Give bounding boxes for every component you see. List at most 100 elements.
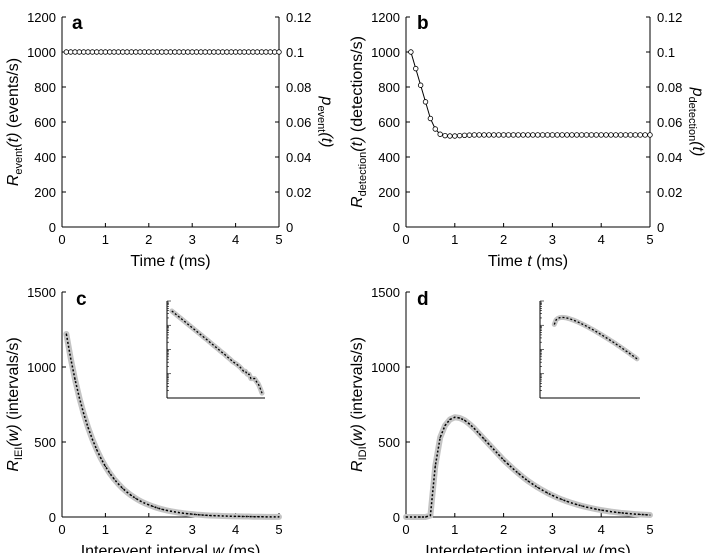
y-axis-label-subscript: event xyxy=(13,148,25,175)
y-tick-label: 600 xyxy=(378,115,400,130)
data-point xyxy=(551,494,554,496)
y-axis-label-unit: (intervals/s) xyxy=(5,337,22,424)
data-point xyxy=(267,49,274,55)
data-point xyxy=(219,49,226,55)
data-point xyxy=(146,49,152,55)
y-tick-label: 200 xyxy=(378,185,400,200)
data-point xyxy=(434,465,436,467)
y-axis-label-subscript: IDI xyxy=(357,446,369,460)
series-line xyxy=(406,416,651,518)
data-point xyxy=(193,49,200,55)
data-point xyxy=(422,99,429,105)
y-tick-label: 600 xyxy=(34,115,56,130)
data-point xyxy=(163,49,169,55)
y-tick-label: 1200 xyxy=(371,10,400,25)
data-point xyxy=(208,514,211,517)
data-point xyxy=(204,514,206,516)
y-axis-label-arg: (w) xyxy=(5,424,22,446)
x-tick-label: 0 xyxy=(402,232,409,247)
y2-axis-label: pevent(t) xyxy=(315,96,335,148)
data-point xyxy=(590,507,593,509)
y2-tick-label: 0.04 xyxy=(657,150,682,165)
x-tick-label: 3 xyxy=(189,522,196,537)
y-tick-label: 1000 xyxy=(371,45,400,60)
data-point xyxy=(417,82,424,88)
data-point xyxy=(615,511,617,513)
x-axis-label-var: t xyxy=(170,253,175,270)
data-point xyxy=(512,468,514,470)
y2-tick-label: 0.08 xyxy=(286,80,311,95)
data-point xyxy=(627,132,634,138)
panel-letter: c xyxy=(76,289,87,310)
data-point xyxy=(561,499,563,501)
y-tick-label: 1200 xyxy=(27,10,56,25)
data-point xyxy=(420,516,422,518)
data-point xyxy=(413,65,419,72)
x-tick-label: 3 xyxy=(549,232,556,247)
data-point xyxy=(410,516,412,518)
data-point xyxy=(456,132,463,139)
data-point xyxy=(98,49,104,55)
data-point xyxy=(159,49,165,55)
data-point xyxy=(200,514,202,516)
inset-series-band xyxy=(169,308,265,396)
series-line xyxy=(410,51,650,137)
x-tick-label: 4 xyxy=(598,232,605,247)
y2-tick-label: 0.02 xyxy=(286,185,311,200)
data-point xyxy=(503,459,505,461)
data-point xyxy=(139,500,141,502)
y-axis-label-symbol: R xyxy=(5,460,22,472)
data-point xyxy=(578,132,585,138)
x-tick-label: 1 xyxy=(451,232,458,247)
y2-axis-label-arg: (t) xyxy=(689,141,706,156)
data-point xyxy=(174,511,176,513)
data-point xyxy=(491,132,497,138)
y-tick-label: 1000 xyxy=(27,360,56,375)
y2-axis-label-subscript: detection xyxy=(686,97,698,142)
data-point xyxy=(437,131,443,137)
x-tick-label: 1 xyxy=(102,232,109,247)
x-axis-label-var: w xyxy=(212,543,225,553)
x-axis-label-main: Time xyxy=(488,253,527,270)
data-point xyxy=(165,509,167,511)
inset-c xyxy=(166,300,265,399)
y-axis-label-symbol: R xyxy=(349,196,366,208)
data-point xyxy=(89,49,96,55)
data-point xyxy=(217,515,219,517)
data-point xyxy=(94,49,100,55)
data-point xyxy=(610,511,612,513)
data-point xyxy=(232,49,239,55)
data-point xyxy=(476,132,482,138)
data-point xyxy=(258,49,265,55)
data-point xyxy=(486,132,492,138)
y2-tick-label: 0 xyxy=(657,220,664,235)
data-point xyxy=(278,516,280,518)
y-axis-label-subscript: detection xyxy=(357,152,369,197)
data-point xyxy=(176,49,182,55)
data-point xyxy=(647,132,653,138)
data-point xyxy=(593,132,600,138)
data-point xyxy=(632,132,639,138)
data-point xyxy=(169,510,172,512)
data-point xyxy=(618,132,624,138)
data-point xyxy=(213,515,215,517)
x-tick-label: 4 xyxy=(232,522,239,537)
x-tick-label: 0 xyxy=(58,522,65,537)
data-point xyxy=(473,427,475,430)
data-point xyxy=(471,132,478,138)
data-point xyxy=(532,483,534,485)
data-point xyxy=(156,507,159,509)
panel-c: 0 1 2 3 4 5 0 500 1000 1500 c Interevent interval w… xyxy=(5,285,283,553)
data-point xyxy=(195,514,198,516)
y-axis-label-subscript: IEI xyxy=(13,447,25,460)
data-point xyxy=(187,513,189,515)
data-point xyxy=(478,433,480,435)
data-point xyxy=(542,489,544,491)
data-point xyxy=(126,491,128,493)
data-point xyxy=(150,49,156,55)
data-point xyxy=(444,424,446,427)
x-tick-label: 5 xyxy=(275,522,282,537)
data-point xyxy=(211,49,217,55)
data-point xyxy=(510,132,517,138)
data-point xyxy=(265,516,267,518)
